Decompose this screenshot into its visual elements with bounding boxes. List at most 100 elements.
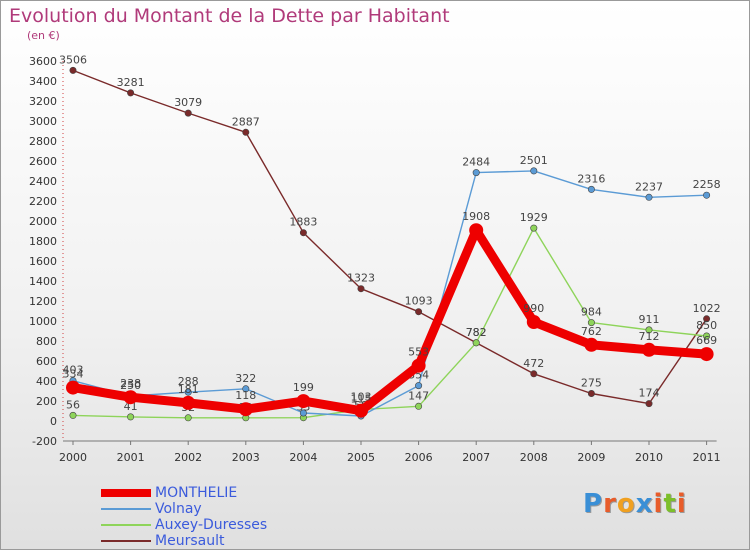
logo-letter: i bbox=[653, 489, 664, 519]
data-point bbox=[354, 403, 368, 418]
data-label: 2484 bbox=[462, 156, 490, 169]
data-label: 762 bbox=[581, 325, 602, 338]
data-label: 782 bbox=[466, 326, 487, 339]
data-label: 403 bbox=[63, 364, 84, 377]
data-label: 174 bbox=[639, 387, 660, 400]
data-point bbox=[238, 402, 253, 417]
data-point bbox=[66, 380, 80, 395]
data-label: 1093 bbox=[405, 295, 433, 308]
data-point bbox=[184, 414, 192, 422]
logo-letter: r bbox=[603, 489, 617, 519]
data-point bbox=[127, 413, 135, 421]
x-tick-label: 2007 bbox=[462, 451, 490, 464]
data-point bbox=[645, 193, 653, 201]
data-label: 238 bbox=[120, 377, 141, 390]
data-label: 782 bbox=[466, 326, 487, 339]
data-label: 250 bbox=[120, 379, 141, 392]
legend-label: Volnay bbox=[155, 501, 202, 517]
data-label: 103 bbox=[351, 391, 372, 404]
data-label: 2237 bbox=[635, 180, 663, 193]
y-tick-label: 2800 bbox=[29, 135, 57, 148]
data-label: 147 bbox=[408, 389, 429, 402]
y-tick-label: 2000 bbox=[29, 215, 57, 228]
data-point bbox=[299, 229, 307, 237]
data-label: 1929 bbox=[520, 211, 548, 224]
data-point bbox=[123, 390, 138, 405]
data-point bbox=[472, 339, 480, 347]
data-point bbox=[127, 89, 135, 97]
data-point bbox=[645, 326, 653, 334]
data-label: 911 bbox=[639, 313, 660, 326]
data-label: 322 bbox=[235, 372, 256, 385]
data-point bbox=[699, 347, 714, 362]
series-line-meursault bbox=[72, 69, 708, 405]
x-tick-label: 2001 bbox=[117, 451, 145, 464]
x-tick-label: 2008 bbox=[520, 451, 548, 464]
y-tick-label: 800 bbox=[36, 335, 57, 348]
x-tick-label: 2011 bbox=[693, 451, 721, 464]
data-point bbox=[469, 223, 484, 238]
data-label: 288 bbox=[178, 375, 199, 388]
data-label: 712 bbox=[639, 330, 660, 343]
data-label: 2316 bbox=[577, 172, 605, 185]
data-label: 1883 bbox=[289, 216, 317, 229]
data-point bbox=[703, 191, 711, 199]
data-point bbox=[415, 402, 423, 410]
data-label: 472 bbox=[523, 357, 544, 370]
x-tick-label: 2004 bbox=[289, 451, 317, 464]
data-point bbox=[703, 315, 711, 323]
data-label: 3281 bbox=[117, 76, 145, 89]
x-tick-label: 2006 bbox=[405, 451, 433, 464]
data-point bbox=[645, 400, 653, 408]
data-label: 2887 bbox=[232, 115, 260, 128]
y-tick-label: 1800 bbox=[29, 235, 57, 248]
y-tick-label: 2600 bbox=[29, 155, 57, 168]
y-tick-label: 1200 bbox=[29, 295, 57, 308]
logo-letter: t bbox=[663, 489, 677, 519]
data-point bbox=[530, 224, 538, 232]
series-line-auxey-duresses bbox=[72, 227, 708, 419]
legend-swatch bbox=[101, 524, 151, 526]
data-point bbox=[642, 342, 656, 357]
data-point bbox=[703, 332, 711, 340]
data-point bbox=[184, 109, 192, 117]
legend-label: Auxey-Duresses bbox=[155, 517, 268, 533]
legend-label: Meursault bbox=[155, 533, 225, 549]
data-point bbox=[181, 395, 196, 410]
x-tick-label: 2005 bbox=[347, 451, 375, 464]
series-line-volnay bbox=[72, 170, 708, 417]
data-label: 56 bbox=[66, 398, 80, 411]
legend-swatch bbox=[101, 540, 151, 542]
data-point bbox=[242, 128, 250, 136]
data-point bbox=[411, 358, 426, 373]
x-tick-label: 2009 bbox=[577, 451, 605, 464]
data-point bbox=[530, 370, 538, 378]
data-label: 850 bbox=[696, 319, 717, 332]
data-point bbox=[472, 169, 480, 177]
y-tick-label: 0 bbox=[50, 415, 57, 428]
y-tick-label: 3200 bbox=[29, 95, 57, 108]
data-point bbox=[299, 409, 307, 417]
data-label: 3506 bbox=[59, 53, 87, 66]
logo-letter: x bbox=[635, 489, 654, 519]
y-tick-label: 3000 bbox=[29, 115, 57, 128]
legend-label: MONTHELIE bbox=[155, 485, 238, 501]
data-point bbox=[69, 411, 77, 419]
y-tick-label: 1400 bbox=[29, 275, 57, 288]
y-tick-label: -200 bbox=[32, 435, 57, 448]
series-line-monthelie bbox=[68, 225, 712, 416]
data-point bbox=[587, 185, 595, 193]
y-tick-label: 2200 bbox=[29, 195, 57, 208]
data-point bbox=[587, 389, 595, 397]
logo-letter: P bbox=[583, 489, 604, 519]
data-point bbox=[242, 385, 250, 393]
data-label: 199 bbox=[293, 381, 314, 394]
y-tick-label: 3600 bbox=[29, 55, 57, 68]
chart-title: Evolution du Montant de la Dette par Hab… bbox=[9, 5, 450, 27]
logo-letter: o bbox=[616, 489, 636, 519]
data-label: 984 bbox=[581, 306, 602, 319]
data-point bbox=[415, 308, 423, 316]
data-label: 275 bbox=[581, 377, 602, 390]
